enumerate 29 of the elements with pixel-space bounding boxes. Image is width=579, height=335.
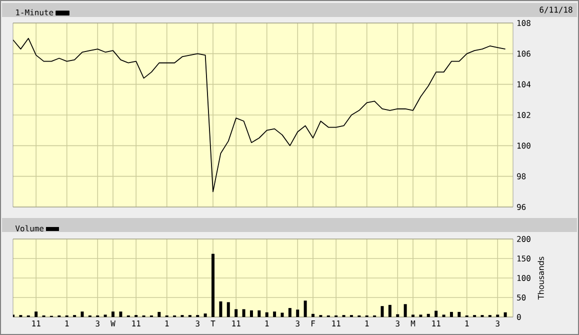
bar [112, 312, 115, 317]
bar [219, 301, 222, 317]
bar [258, 310, 261, 317]
bar [296, 310, 300, 317]
bar [388, 304, 392, 317]
bar [312, 314, 315, 317]
bar [396, 314, 400, 317]
bar [34, 312, 38, 317]
bar [226, 302, 230, 317]
bar [504, 312, 507, 317]
bar [426, 314, 430, 317]
bar [250, 310, 253, 317]
bar [212, 254, 215, 317]
bar [265, 312, 268, 317]
bar [450, 312, 453, 317]
bar [380, 306, 384, 317]
bar [404, 304, 407, 317]
bar [288, 308, 292, 317]
bar [458, 312, 461, 317]
bar [234, 309, 238, 317]
bar [304, 300, 307, 317]
bar [434, 310, 438, 317]
bar [158, 312, 161, 317]
bar [80, 312, 84, 317]
bar [242, 309, 246, 317]
bar [280, 312, 284, 317]
bar [273, 312, 276, 317]
bar [204, 313, 207, 317]
bar [119, 312, 122, 317]
